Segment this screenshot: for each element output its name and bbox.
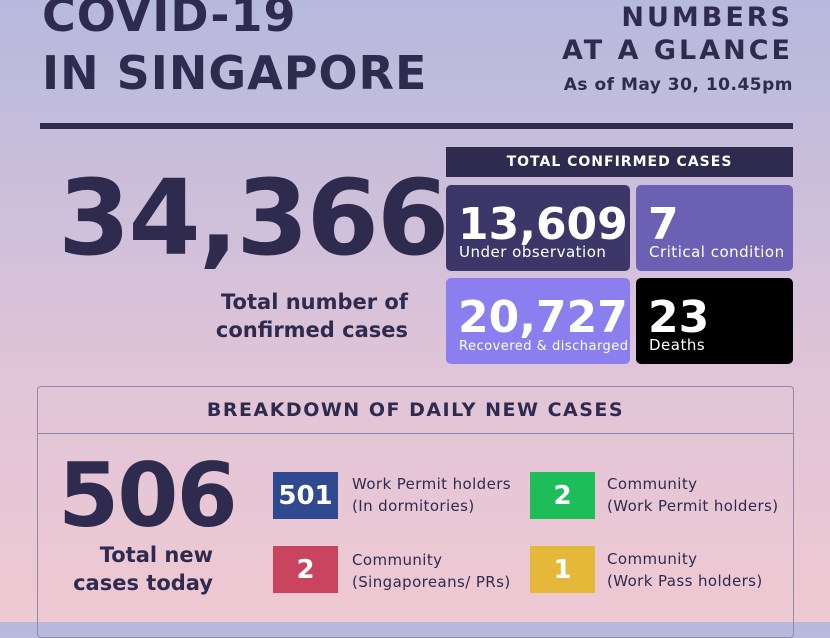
item-label: Work Permit holders (In dormitories) xyxy=(352,473,511,517)
divider xyxy=(40,123,793,129)
item-label: Community (Singaporeans/ PRs) xyxy=(352,549,511,593)
as-of: As of May 30, 10.45pm xyxy=(563,75,793,95)
subtitle-line: AT A GLANCE xyxy=(561,35,793,66)
title-line: IN SINGAPORE xyxy=(42,46,428,100)
item-label-line: Community xyxy=(352,551,443,569)
stat-cell: 13,609 Under observation xyxy=(446,185,630,271)
stat-value: 23 xyxy=(648,292,710,343)
title-line: COVID-19 xyxy=(42,0,297,42)
stat-label: Deaths xyxy=(649,336,706,354)
item-count: 2 xyxy=(530,472,595,519)
stat-label: Critical condition xyxy=(649,243,785,261)
total-label: Total number of xyxy=(221,290,408,314)
item-label-line: Community xyxy=(607,475,698,493)
item-label-line: (In dormitories) xyxy=(352,497,475,515)
stat-value: 20,727 xyxy=(458,292,628,343)
stat-cell: 23 Deaths xyxy=(636,278,793,364)
total-label: confirmed cases xyxy=(215,318,408,342)
item-count: 2 xyxy=(273,546,338,593)
stat-cell: 20,727 Recovered & discharged xyxy=(446,278,630,364)
item-count: 1 xyxy=(530,546,595,593)
subtitle-line: NUMBERS xyxy=(621,2,793,33)
new-total-label: cases today xyxy=(73,571,213,595)
item-label-line: (Work Permit holders) xyxy=(607,497,779,515)
stat-label: Recovered & discharged xyxy=(459,339,629,354)
stat-cell: 7 Critical condition xyxy=(636,185,793,271)
item-label: Community (Work Permit holders) xyxy=(607,473,779,517)
item-label-line: Work Permit holders xyxy=(352,475,512,493)
item-count: 501 xyxy=(273,472,338,519)
item-label-line: (Singaporeans/ PRs) xyxy=(352,573,511,591)
breakdown-title: BREAKDOWN OF DAILY NEW CASES xyxy=(38,387,793,434)
new-total-value: 506 xyxy=(58,444,238,547)
item-label: Community (Work Pass holders) xyxy=(607,548,763,592)
stat-label: Under observation xyxy=(459,243,607,261)
confirmed-header: TOTAL CONFIRMED CASES xyxy=(446,147,793,177)
new-total-label: Total new xyxy=(99,543,213,567)
item-label-line: Community xyxy=(607,550,698,568)
stat-value: 7 xyxy=(648,199,679,250)
stat-value: 13,609 xyxy=(458,199,628,250)
total-value: 34,366 xyxy=(58,157,449,279)
item-label-line: (Work Pass holders) xyxy=(607,572,763,590)
